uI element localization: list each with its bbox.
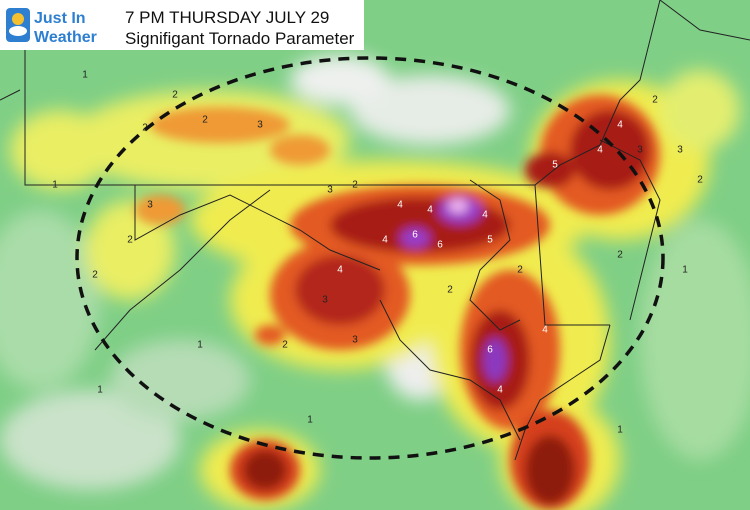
contour-label: 3 <box>147 200 153 211</box>
contour-labels: 1 2 2 3 2 1 3 2 2 3 2 4 4 4 6 6 4 5 5 4 4 3 2 3 2 2 4 3 3 2 2 2 6 4 4 1 1 1 1 1 <box>52 70 703 436</box>
contour-label: 1 <box>617 425 623 436</box>
header-box <box>0 0 364 50</box>
header-product: Signifigant Tornado Parameter <box>125 29 355 48</box>
logo-cloud <box>9 26 27 36</box>
contour-label: 4 <box>382 235 388 246</box>
contour-label: 3 <box>257 120 263 131</box>
contour-label: 5 <box>552 160 558 171</box>
logo-text: Weather <box>34 29 97 46</box>
contour-label: 6 <box>437 240 443 251</box>
contour-label: 2 <box>127 235 133 246</box>
contour-label: 6 <box>412 230 418 241</box>
contour-label: 4 <box>397 200 403 211</box>
contour-label: 3 <box>637 145 643 156</box>
contour-label: 4 <box>427 205 433 216</box>
contour-label: 4 <box>497 385 503 396</box>
logo-text: Just In <box>34 10 86 27</box>
contour-label: 4 <box>542 325 548 336</box>
contour-label: 2 <box>517 265 523 276</box>
contour-label: 6 <box>487 345 493 356</box>
contour-label: 1 <box>307 415 313 426</box>
contour-label: 2 <box>92 270 98 281</box>
contour-label: 4 <box>337 265 343 276</box>
contour-label: 4 <box>482 210 488 221</box>
contour-label: 3 <box>327 185 333 196</box>
contour-label: 2 <box>697 175 703 186</box>
contour-label: 2 <box>202 115 208 126</box>
contour-label: 3 <box>352 335 358 346</box>
contour-label: 4 <box>617 120 623 131</box>
contour-label: 2 <box>617 250 623 261</box>
contour-label: 2 <box>652 95 658 106</box>
contour-label: 4 <box>597 145 603 156</box>
risk-circle <box>75 56 665 460</box>
contour-label: 1 <box>82 70 88 81</box>
logo-sun <box>12 13 24 25</box>
contour-label: 3 <box>677 145 683 156</box>
contour-label: 2 <box>447 285 453 296</box>
contour-label: 1 <box>197 340 203 351</box>
contour-label: 1 <box>52 180 58 191</box>
contour-label: 2 <box>282 340 288 351</box>
contour-label: 2 <box>142 123 148 134</box>
contour-label: 1 <box>682 265 688 276</box>
header-time: 7 PM THURSDAY JULY 29 <box>125 8 329 27</box>
contour-label: 1 <box>97 385 103 396</box>
boundaries <box>0 0 750 461</box>
contour-label: 2 <box>172 90 178 101</box>
contour-label: 5 <box>487 235 493 246</box>
contour-label: 2 <box>352 180 358 191</box>
contour-label: 3 <box>322 295 328 306</box>
logo: Just In Weather <box>6 8 97 46</box>
